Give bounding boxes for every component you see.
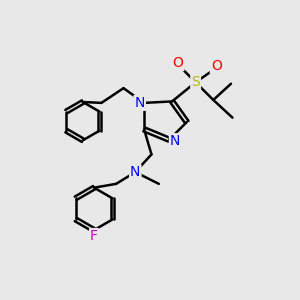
- Text: O: O: [172, 56, 183, 70]
- Text: S: S: [191, 75, 200, 89]
- Text: N: N: [134, 96, 145, 110]
- Text: N: N: [130, 165, 140, 179]
- Text: F: F: [90, 229, 98, 243]
- Text: O: O: [211, 59, 222, 73]
- Text: N: N: [170, 134, 180, 148]
